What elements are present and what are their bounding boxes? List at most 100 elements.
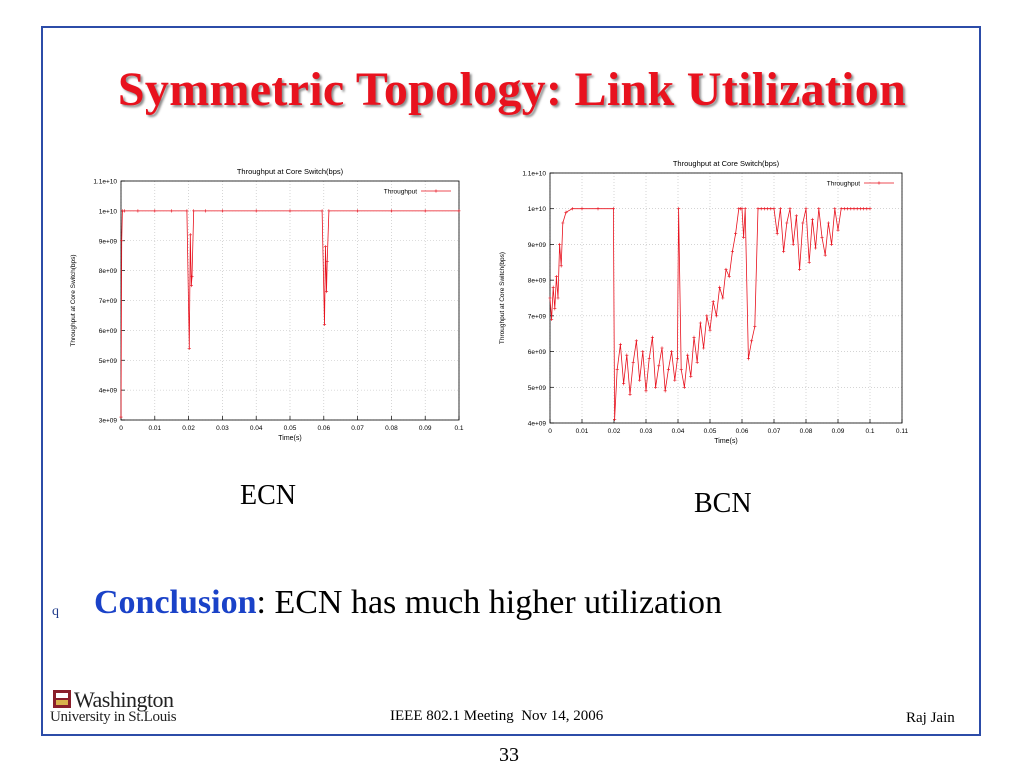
data-point [254,209,258,213]
legend-marker [877,181,881,185]
data-point [842,207,846,211]
data-point [670,349,674,354]
data-point [551,285,555,289]
data-point [192,209,196,213]
data-point [548,296,552,300]
y-tick-label: 9e+09 [528,242,547,249]
data-point [868,207,872,211]
data-point [742,235,746,239]
data-point [830,242,834,247]
bcn-chart: Throughput at Core Switch(bps) 0 0.01 0.02 0… [490,150,915,450]
data-point [682,385,686,389]
data-point [553,307,557,311]
data-point [714,314,718,318]
data-point [762,207,766,211]
data-point [743,207,747,211]
conclusion-keyword: Conclusion [94,584,257,621]
data-point [698,321,702,325]
data-point [220,209,224,213]
plot-area [549,172,903,424]
data-point [596,207,600,211]
data-point [550,317,554,322]
data-point [679,367,683,372]
legend-label: Throughput [827,181,860,188]
data-point [190,275,194,279]
data-point [810,217,814,222]
x-tick-label: 0.06 [736,428,749,435]
x-tick-label: 0.05 [284,425,297,432]
data-point [839,207,843,211]
x-tick-label: 0.03 [640,428,653,435]
data-point [727,274,731,279]
data-point [325,260,329,264]
data-point [650,335,654,339]
data-point [788,207,792,211]
ecn-caption: ECN [240,480,296,511]
footer-author: Raj Jain [906,710,955,726]
data-point [618,342,622,347]
data-point [644,389,648,393]
bullet-icon: q [52,604,59,619]
data-point [657,364,661,368]
y-tick-label: 1.1e+10 [93,179,117,186]
data-point [119,415,123,419]
series-line [549,208,870,420]
data-point [189,283,193,288]
data-point [855,207,859,211]
y-tick-label: 3e+09 [99,418,118,425]
data-point [170,209,174,213]
data-point [356,209,360,213]
logo-line2: University in St.Louis [50,709,177,725]
data-point [622,382,626,386]
chart-title: Throughput at Core Switch(bps) [673,159,780,168]
x-tick-label: 0.07 [768,428,781,435]
x-tick-label: 0 [548,428,552,435]
y-axis-label: Throughput at Core Switch(bps) [70,254,77,346]
bcn-caption: BCN [694,488,752,519]
bcn-chart-svg: Throughput at Core Switch(bps) 0 0.01 0.02 0… [499,159,908,445]
data-point [570,207,574,211]
data-point [628,392,632,397]
data-point [753,324,757,329]
data-point [654,385,658,389]
y-tick-label: 8e+09 [99,268,118,275]
data-point [820,235,824,239]
data-point [756,207,760,211]
data-point [188,233,192,237]
data-point [721,296,725,300]
data-point [556,296,560,300]
data-point [794,214,798,218]
data-point [641,349,645,354]
x-tick-label: 0.05 [704,428,717,435]
data-point [746,357,750,361]
data-point [185,209,189,213]
data-point [389,209,393,213]
logo-line1: Washington [74,687,174,712]
y-tick-label: 4e+09 [99,388,118,395]
data-point [734,232,738,236]
x-tick-label: 0.09 [419,425,432,432]
data-point [686,353,690,357]
data-point [852,207,856,211]
x-tick-label: 0.07 [351,425,364,432]
data-point [724,267,728,272]
data-point [324,289,329,294]
data-point [323,245,328,249]
x-tick-label: 0.02 [182,425,195,432]
data-point [782,249,786,254]
data-point [785,221,789,225]
university-logo: Washington University in St.Louis [50,687,190,729]
x-tick-label: 0.09 [832,428,845,435]
data-point [801,221,805,225]
data-point [849,207,853,211]
y-axis-label: Throughput at Core Switch(bps) [499,252,506,344]
data-point [769,207,773,211]
x-tick-label: 0.04 [250,425,263,432]
data-point [327,209,331,213]
data-point [695,360,699,364]
y-tick-label: 5e+09 [99,358,118,365]
data-point [708,328,712,332]
x-tick-label: 0.06 [317,425,330,432]
data-point [705,314,709,318]
y-tick-label: 7e+09 [528,313,547,320]
